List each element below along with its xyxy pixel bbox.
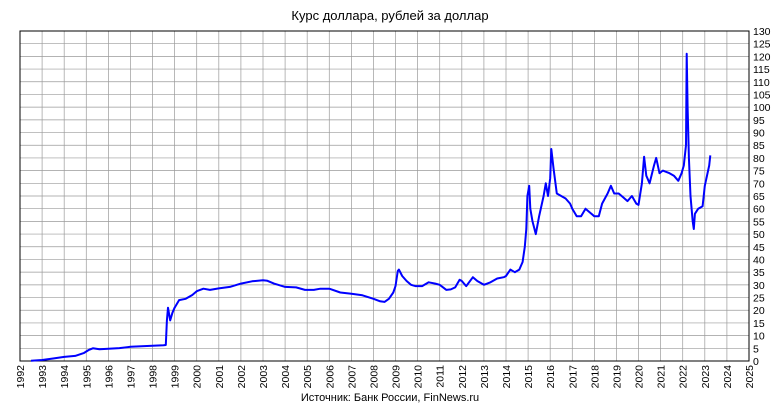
y-tick-label: 90 — [753, 128, 765, 140]
x-tick-label: 2005 — [302, 365, 314, 389]
y-tick-label: 10 — [753, 331, 765, 343]
x-tick-label: 2021 — [656, 365, 668, 389]
x-tick-label: 2017 — [567, 365, 579, 389]
y-tick-label: 20 — [753, 305, 765, 317]
usd-rub-series-line — [30, 52, 712, 362]
x-tick-label: 2020 — [634, 365, 646, 389]
y-tick-label: 120 — [753, 51, 771, 63]
x-tick-label: 2006 — [324, 365, 336, 389]
y-tick-label: 5 — [753, 343, 759, 355]
y-axis-labels: 0510152025303540455055606570758085909510… — [753, 26, 771, 368]
y-tick-label: 70 — [753, 178, 765, 190]
x-tick-label: 1999 — [170, 365, 182, 389]
x-tick-label: 2023 — [700, 365, 712, 389]
chart-source: Источник: Банк России, FinNews.ru — [300, 392, 480, 404]
x-tick-label: 2003 — [258, 365, 270, 389]
y-tick-label: 0 — [753, 356, 759, 368]
y-tick-label: 95 — [753, 115, 765, 127]
x-tick-label: 2012 — [457, 365, 469, 389]
y-tick-label: 40 — [753, 254, 765, 266]
y-tick-label: 75 — [753, 166, 765, 178]
x-tick-label: 2013 — [479, 365, 491, 389]
x-tick-label: 2019 — [611, 365, 623, 389]
y-tick-label: 60 — [753, 204, 765, 216]
y-tick-label: 115 — [753, 64, 770, 76]
y-tick-label: 50 — [753, 229, 765, 241]
x-tick-label: 2014 — [501, 365, 513, 389]
plot-frame — [19, 30, 750, 362]
y-tick-label: 65 — [753, 191, 765, 203]
y-tick-label: 110 — [753, 77, 770, 89]
x-tick-label: 1995 — [81, 365, 93, 389]
x-tick-label: 2002 — [236, 365, 248, 389]
x-tick-label: 2000 — [192, 365, 204, 389]
y-tick-label: 25 — [753, 293, 765, 305]
x-tick-label: 2007 — [346, 365, 358, 389]
y-tick-label: 105 — [753, 89, 771, 101]
x-tick-label: 2022 — [678, 365, 690, 389]
x-tick-label: 2011 — [435, 365, 447, 388]
grid — [19, 30, 750, 362]
y-tick-label: 55 — [753, 216, 765, 228]
x-tick-label: 2001 — [214, 365, 226, 389]
x-tick-label: 1994 — [59, 365, 71, 389]
x-tick-label: 2018 — [589, 365, 601, 389]
y-tick-label: 15 — [753, 318, 765, 330]
x-tick-label: 1996 — [103, 365, 115, 389]
x-tick-label: 2015 — [523, 365, 535, 389]
x-tick-label: 2024 — [722, 365, 734, 389]
chart-title: Курс доллара, рублей за доллар — [291, 8, 489, 23]
x-tick-label: 2009 — [391, 365, 403, 389]
y-tick-label: 125 — [753, 39, 771, 51]
x-tick-label: 2004 — [280, 365, 292, 389]
x-axis-labels: 1992 1993 1994 1995 1996 1997 1998 1999 2000 2001… — [15, 365, 756, 389]
y-tick-label: 35 — [753, 267, 765, 279]
x-tick-label: 2025 — [744, 365, 756, 389]
x-tick-label: 2016 — [545, 365, 557, 389]
y-tick-label: 130 — [753, 26, 771, 38]
x-tick-label: 1998 — [148, 365, 160, 389]
x-tick-label: 1992 — [15, 365, 27, 389]
y-tick-label: 80 — [753, 153, 765, 165]
y-tick-label: 30 — [753, 280, 765, 292]
y-tick-label: 85 — [753, 140, 765, 152]
y-tick-label: 45 — [753, 242, 765, 254]
x-tick-label: 2010 — [413, 365, 425, 389]
x-tick-label: 1997 — [125, 365, 137, 389]
y-tick-label: 100 — [753, 102, 771, 114]
x-tick-label: 2008 — [368, 365, 380, 389]
x-tick-label: 1993 — [37, 365, 49, 389]
